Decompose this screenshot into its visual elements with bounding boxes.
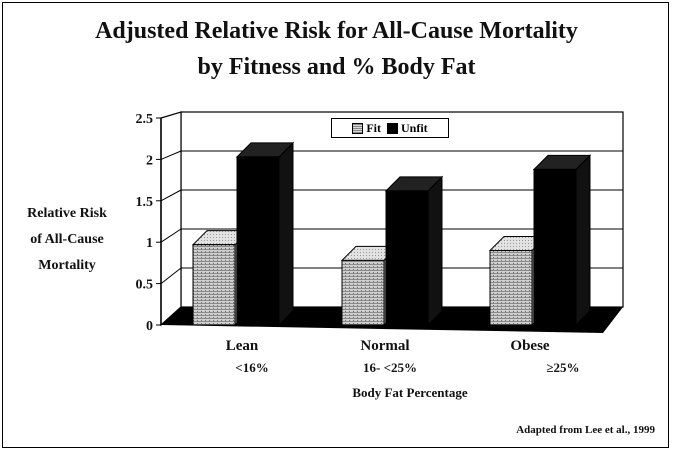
legend-swatch-fit	[352, 122, 364, 134]
x-axis-label: Body Fat Percentage	[352, 385, 468, 400]
legend-item-fit: Fit	[352, 121, 381, 136]
gridline-side	[160, 189, 182, 202]
bar-fit-normal	[341, 259, 385, 326]
y-tick-label: 1.5	[136, 195, 154, 210]
y-tick-label: 1	[146, 236, 153, 251]
plot-side-wall	[160, 111, 182, 327]
bar-unfit-obese-side	[575, 154, 591, 327]
gridline-side	[160, 228, 182, 243]
gridline-side	[160, 267, 182, 284]
category-label-obese: Obese	[510, 338, 550, 354]
category-label-normal: Normal	[360, 338, 410, 354]
y-axis-label-line-3: Mortality	[38, 258, 96, 273]
legend-label-fit: Fit	[366, 120, 381, 135]
chart-title-line-2: by Fitness and % Body Fat	[197, 54, 476, 80]
y-tick-label: 2.5	[136, 112, 154, 127]
source-note: Adapted from Lee et al., 1999	[516, 424, 655, 436]
legend-label-unfit: Unfit	[401, 120, 428, 135]
bar-unfit-lean-side	[278, 141, 294, 327]
legend-item-unfit: Unfit	[387, 121, 428, 136]
y-axis-label-line-2: of All-Cause	[30, 232, 104, 247]
y-tick-label: 2	[146, 153, 153, 168]
category-sub-lean: <16%	[235, 360, 269, 375]
y-tick-label: 0.5	[136, 278, 154, 293]
chart-title-line-1: Adjusted Relative Risk for All-Cause Mor…	[95, 18, 578, 44]
bar-fit-lean	[192, 244, 236, 326]
bar-unfit-lean	[236, 156, 280, 326]
bar-unfit-normal-side	[427, 175, 443, 327]
legend-swatch-unfit	[387, 122, 398, 134]
bar-unfit-normal	[385, 190, 429, 326]
category-sub-normal: 16- <25%	[363, 360, 417, 375]
y-axis-label-line-1: Relative Risk	[27, 206, 107, 221]
chart-legend: Fit Unfit	[331, 118, 449, 138]
category-sub-obese: ≥25%	[546, 360, 580, 375]
bar-unfit-obese	[533, 168, 577, 326]
gridline-side	[160, 150, 182, 160]
category-label-lean: Lean	[225, 338, 259, 354]
bar-fit-obese	[489, 249, 533, 326]
y-tick-label: 0	[146, 319, 153, 334]
